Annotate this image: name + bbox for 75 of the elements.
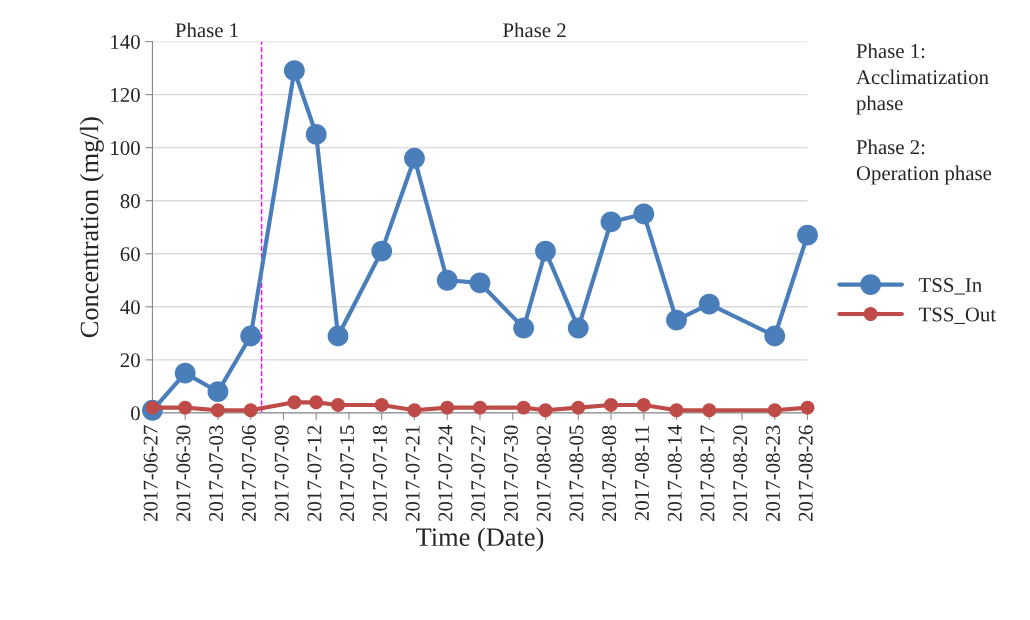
point [604, 398, 618, 412]
point [404, 147, 425, 169]
point [283, 60, 305, 82]
x-tick-label: 2017-07-09 [274, 425, 289, 522]
x-tick-label: 2017-07-21 [405, 425, 420, 522]
point [305, 123, 327, 145]
x-tick-label: 2017-07-06 [241, 425, 256, 522]
point [374, 398, 389, 412]
y-tick-label: 20 [120, 353, 140, 368]
x-tick-label: 2017-07-15 [340, 425, 355, 522]
point [571, 400, 586, 415]
point [243, 403, 258, 418]
point [327, 325, 349, 347]
text: Phase 2: Operation phase [856, 139, 992, 185]
point [240, 325, 262, 347]
y-tick-label: 40 [120, 300, 140, 315]
x-tick-label: 2017-07-18 [372, 425, 387, 522]
x-tick-label: 2017-08-11 [634, 425, 649, 521]
x-tick-label: 2017-08-02 [536, 425, 551, 522]
point [797, 224, 818, 246]
x-tick-label: 2017-07-27 [471, 425, 486, 522]
point [440, 400, 455, 415]
x-tick-label: 2017-08-14 [667, 425, 682, 522]
point [407, 403, 422, 418]
x-tick-label: 2017-06-27 [143, 425, 158, 522]
text: Phase 2 [503, 22, 566, 38]
point [473, 400, 487, 415]
point [666, 309, 687, 331]
point [535, 240, 556, 262]
point [513, 317, 535, 339]
point [178, 400, 193, 415]
point [633, 203, 655, 225]
x-tick-label: 2017-07-12 [307, 425, 322, 522]
x-tick-label: 2017-08-05 [569, 425, 584, 522]
text: Phase 1 [175, 22, 238, 38]
text: Phase 1: Acclimatization phase [856, 43, 989, 115]
point [538, 403, 553, 418]
point [174, 362, 196, 384]
y-tick-label: 100 [111, 141, 140, 156]
point [764, 325, 786, 347]
point [698, 293, 720, 315]
point [600, 211, 622, 233]
x-tick-label: 2017-07-03 [209, 425, 224, 522]
x-tick-label: 2017-08-20 [733, 425, 748, 522]
y-tick-label: 0 [131, 406, 140, 421]
point [516, 400, 531, 415]
point [767, 403, 782, 418]
point [287, 395, 302, 410]
y-tick-label: 140 [111, 34, 140, 49]
legend-label: TSS_Out [918, 307, 996, 324]
point [331, 398, 345, 412]
point [702, 403, 717, 418]
point [469, 272, 491, 294]
point [636, 398, 651, 412]
y-axis-title: Concentration (mg/l) [79, 117, 104, 338]
x-tick-label: 2017-08-26 [798, 425, 813, 522]
x-tick-label: 2017-06-30 [176, 425, 191, 522]
y-tick-label: 80 [120, 194, 140, 209]
x-tick-label: 2017-08-23 [765, 425, 780, 522]
x-axis-title: Time (Date) [416, 527, 544, 552]
x-tick-label: 2017-08-17 [700, 425, 715, 522]
point [207, 381, 229, 403]
x-tick-label: 2017-07-24 [438, 425, 453, 522]
legend-label: TSS_In [918, 278, 982, 295]
point [800, 400, 815, 415]
point [371, 240, 393, 262]
y-tick-label: 60 [120, 247, 140, 262]
x-tick-label: 2017-08-08 [602, 425, 617, 522]
point [309, 395, 324, 410]
x-tick-label: 2017-07-30 [503, 425, 518, 522]
point [436, 269, 458, 291]
y-tick-label: 120 [111, 87, 140, 103]
point [669, 403, 684, 418]
point [211, 403, 225, 418]
point [567, 317, 589, 339]
